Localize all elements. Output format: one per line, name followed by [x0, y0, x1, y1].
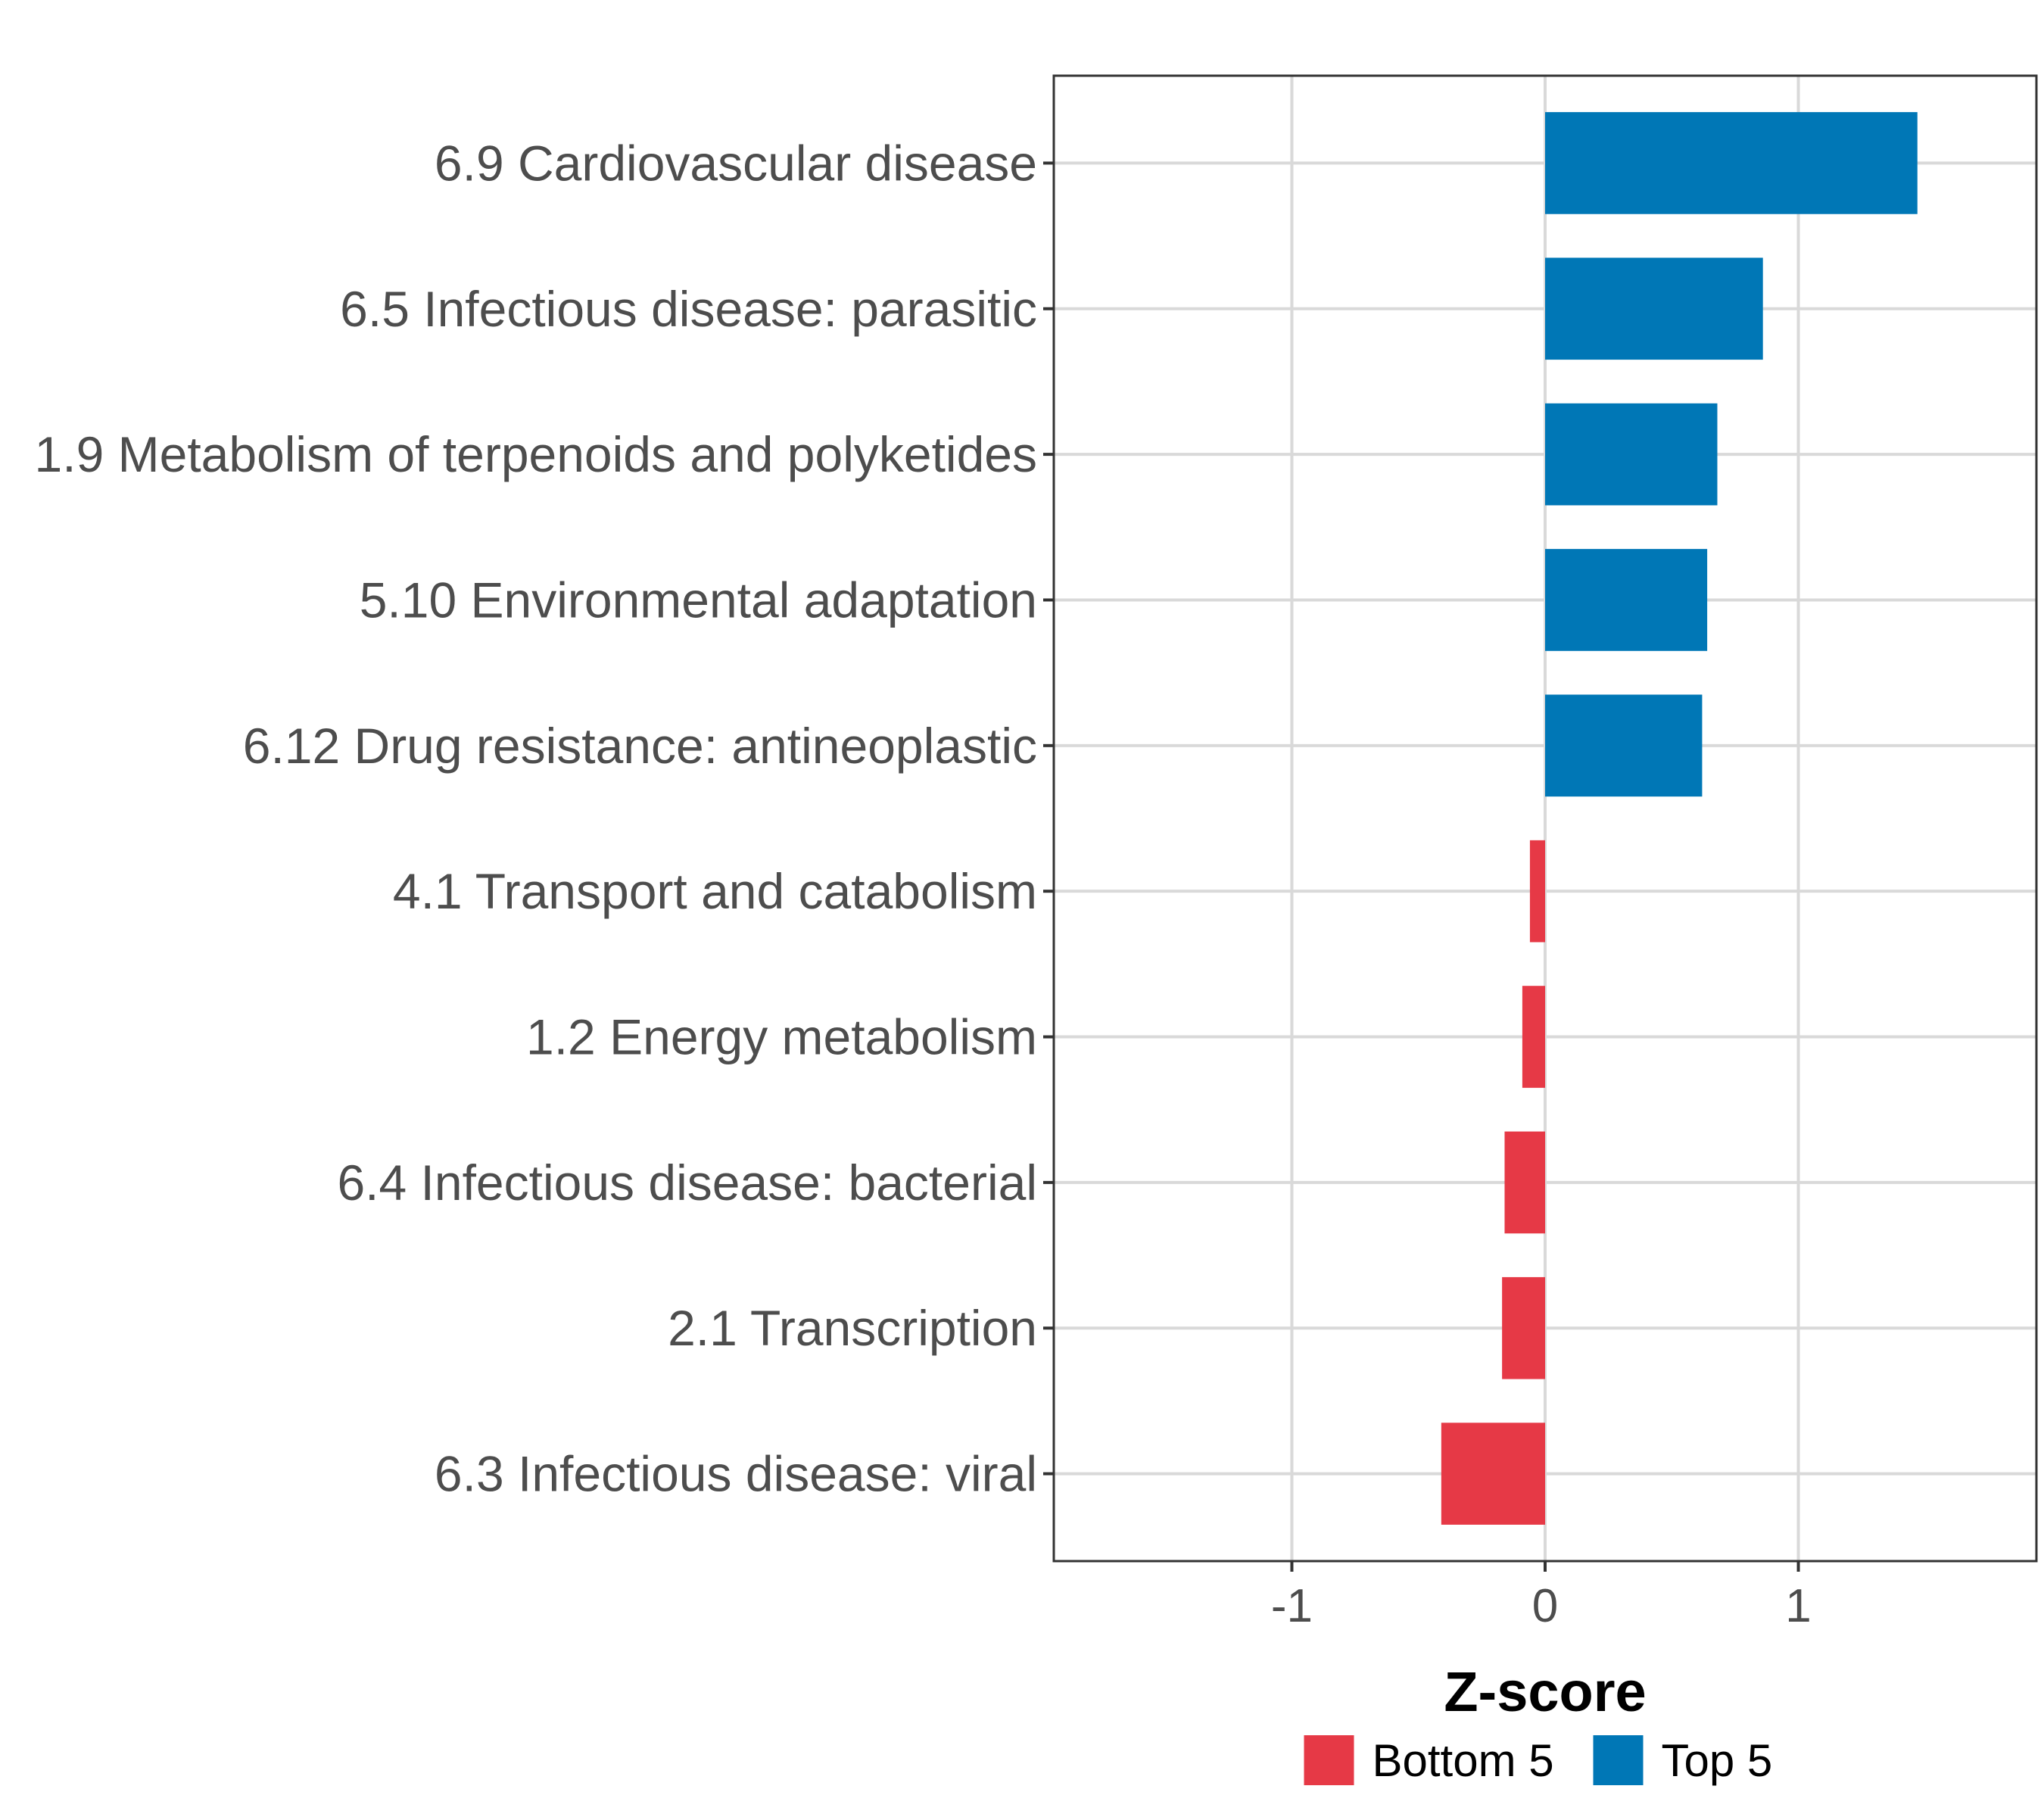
bar-2	[1545, 403, 1718, 506]
y-tick-label-7: 6.4 Infectious disease: bacterial	[337, 1155, 1037, 1211]
y-tick-label-4: 6.12 Drug resistance: antineoplastic	[243, 718, 1037, 774]
bars	[1441, 112, 1918, 1525]
legend-key-1	[1593, 1735, 1644, 1785]
bar-5	[1529, 840, 1545, 943]
y-tick-label-3: 5.10 Environmental adaptation	[360, 572, 1037, 628]
bar-9	[1441, 1423, 1545, 1525]
y-tick-label-5: 4.1 Transport and catabolism	[393, 863, 1037, 919]
y-axis: 6.9 Cardiovascular disease 6.5 Infectious…	[35, 135, 1054, 1502]
bar-4	[1545, 694, 1703, 797]
bar-8	[1502, 1276, 1545, 1379]
legend-key-0	[1304, 1735, 1354, 1785]
y-tick-label-9: 6.3 Infectious disease: viral	[435, 1446, 1037, 1502]
x-axis-title: Z-score	[1444, 1660, 1646, 1723]
x-tick-label-0: -1	[1271, 1580, 1313, 1632]
bar-6	[1522, 986, 1545, 1088]
bar-3	[1545, 549, 1708, 651]
y-tick-label-0: 6.9 Cardiovascular disease	[435, 135, 1037, 191]
y-tick-label-8: 2.1 Transcription	[668, 1300, 1037, 1356]
x-tick-label-2: 1	[1785, 1580, 1811, 1632]
legend: Bottom 5 Top 5	[1304, 1735, 1773, 1786]
bar-7	[1504, 1131, 1545, 1234]
legend-label-0: Bottom 5	[1373, 1735, 1554, 1786]
bar-1	[1545, 257, 1763, 360]
bar-0	[1545, 112, 1918, 214]
legend-label-1: Top 5	[1662, 1735, 1773, 1786]
y-tick-label-2: 1.9 Metabolism of terpenoids and polyket…	[35, 426, 1037, 482]
x-axis: -1 0 1	[1271, 1561, 1812, 1632]
y-tick-label-1: 6.5 Infectious disease: parasitic	[340, 281, 1037, 337]
y-tick-label-6: 1.2 Energy metabolism	[526, 1009, 1037, 1065]
x-tick-label-1: 0	[1532, 1580, 1558, 1632]
